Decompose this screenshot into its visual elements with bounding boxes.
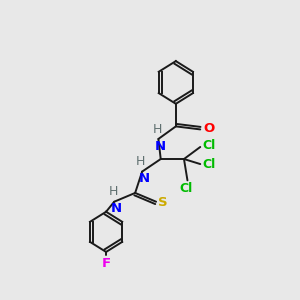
Text: S: S bbox=[158, 196, 168, 209]
Text: O: O bbox=[203, 122, 214, 135]
Text: N: N bbox=[138, 172, 149, 185]
Text: N: N bbox=[110, 202, 122, 215]
Text: Cl: Cl bbox=[202, 140, 216, 152]
Text: H: H bbox=[108, 185, 118, 198]
Text: Cl: Cl bbox=[180, 182, 193, 195]
Text: H: H bbox=[153, 123, 162, 136]
Text: F: F bbox=[101, 257, 111, 271]
Text: N: N bbox=[155, 140, 166, 153]
Text: Cl: Cl bbox=[202, 158, 216, 171]
Text: H: H bbox=[136, 155, 145, 168]
